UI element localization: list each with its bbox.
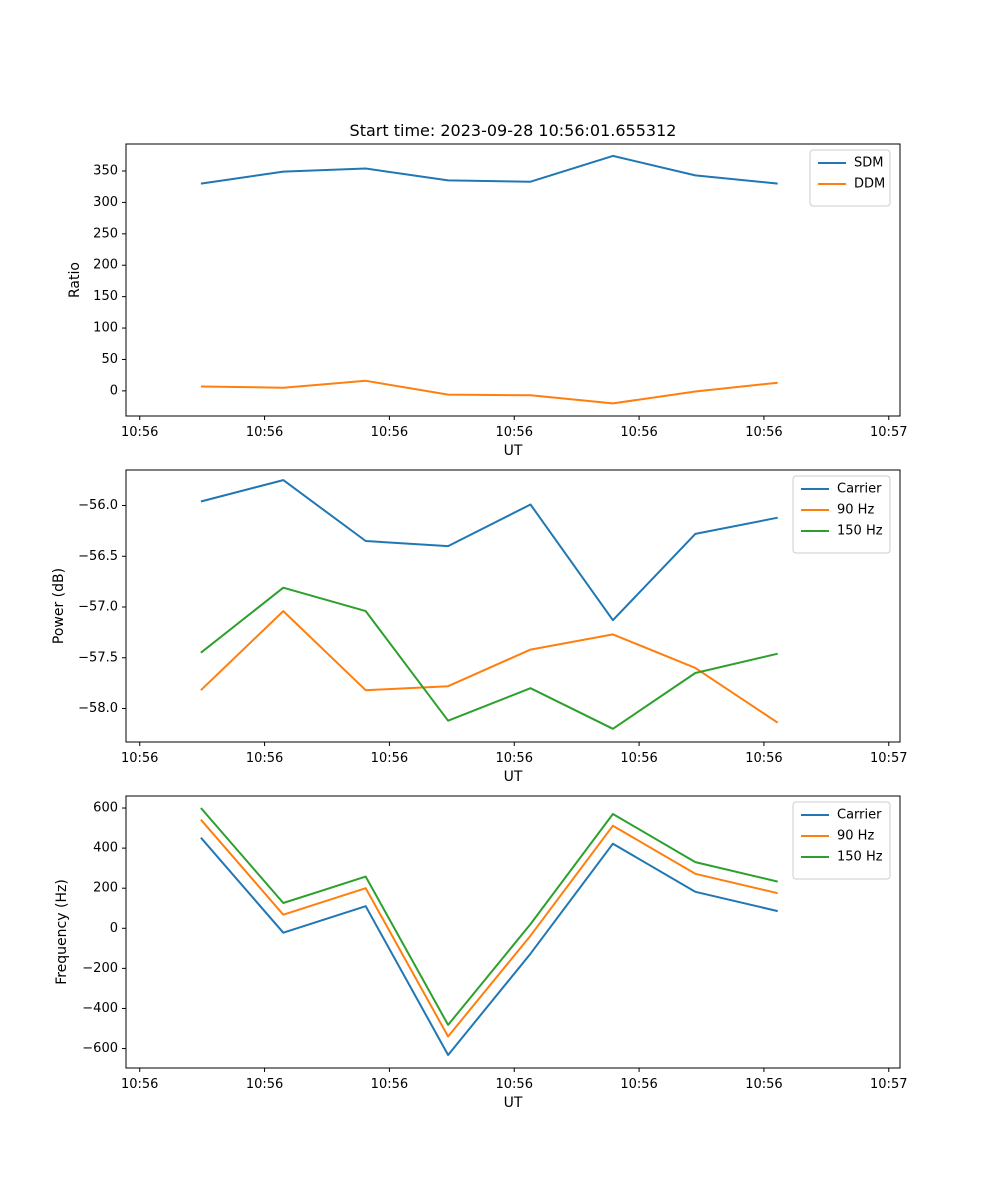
legend-label: 90 Hz [837, 829, 874, 844]
x-tick-label: 10:56 [246, 751, 283, 766]
y-tick-label: 0 [110, 921, 118, 936]
panel-1: 0 50 100 150 200 250 300 350 10:56 10:56 10:56 10:5… [67, 143, 907, 459]
legend-label: Carrier [837, 808, 882, 823]
series-line-carrier [200, 479, 778, 622]
legend-label: SDM [854, 156, 883, 171]
y-tick-label: −200 [82, 961, 118, 976]
x-axis-label: UT [504, 1095, 523, 1111]
x-tick-label: 10:56 [745, 751, 782, 766]
x-tick-label: 10:56 [620, 1077, 657, 1092]
y-tick-label: 100 [93, 321, 118, 336]
y-tick-label: 200 [93, 258, 118, 273]
y-tick-label: 150 [93, 289, 118, 304]
y-tick-label: −56.0 [78, 498, 118, 513]
series-line-ddm [200, 379, 778, 405]
y-tick-label: 50 [101, 352, 118, 367]
x-tick-label: 10:56 [371, 1077, 408, 1092]
y-tick-label: −57.5 [78, 650, 118, 665]
y-tick-label: 400 [93, 841, 118, 856]
legend-label: DDM [854, 177, 885, 192]
y-tick-label: 250 [93, 226, 118, 241]
x-tick-label: 10:56 [246, 1077, 283, 1092]
x-tick-label: 10:56 [371, 751, 408, 766]
x-tick-label: 10:56 [121, 1077, 158, 1092]
y-tick-label: −57.0 [78, 600, 118, 615]
x-tick-label: 10:56 [121, 425, 158, 440]
y-tick-label: −600 [82, 1041, 118, 1056]
series-line-sdm [200, 154, 778, 185]
legend: Carrier 90 Hz 150 Hz [792, 801, 891, 880]
y-tick-label: 200 [93, 881, 118, 896]
y-tick-label: −56.5 [78, 549, 118, 564]
y-axis-label: Ratio [67, 262, 83, 298]
x-tick-label: 10:56 [121, 751, 158, 766]
y-axis-label: Power (dB) [51, 568, 67, 644]
y-axis-label: Frequency (Hz) [54, 879, 70, 985]
legend-label: Carrier [837, 482, 882, 497]
panels: 0 50 100 150 200 250 300 350 10:56 10:56 10:56 10:5… [51, 143, 907, 1111]
x-tick-label: 10:56 [496, 1077, 533, 1092]
legend-box [792, 801, 891, 880]
x-axis-label: UT [504, 769, 523, 785]
series-line-carrier [200, 837, 778, 1056]
x-tick-label: 10:56 [620, 751, 657, 766]
x-tick-label: 10:56 [620, 425, 657, 440]
figure-title: Start time: 2023-09-28 10:56:01.655312 [350, 121, 677, 140]
legend-label: 150 Hz [837, 524, 883, 539]
axes-frame [125, 795, 901, 1069]
axes-frame [125, 143, 901, 417]
series-line-90-hz [200, 610, 779, 724]
x-tick-label: 10:56 [745, 425, 782, 440]
y-tick-label: −400 [82, 1001, 118, 1016]
legend-label: 150 Hz [837, 850, 883, 865]
series-line-150-hz [200, 586, 778, 730]
x-tick-label: 10:56 [371, 425, 408, 440]
x-tick-label: 10:56 [745, 1077, 782, 1092]
legend: SDM DDM [809, 149, 891, 207]
y-tick-label: 0 [110, 383, 118, 398]
x-tick-label: 10:56 [496, 751, 533, 766]
series-line-150-hz [200, 807, 778, 1026]
x-tick-label: 10:56 [246, 425, 283, 440]
x-tick-label: 10:57 [870, 1077, 907, 1092]
y-tick-label: 350 [93, 164, 118, 179]
x-tick-label: 10:56 [496, 425, 533, 440]
axes-frame [125, 469, 901, 743]
y-tick-label: 600 [93, 801, 118, 816]
y-tick-label: −58.0 [78, 701, 118, 716]
panel-2: −58.0 −57.5 −57.0 −56.5 −56.0 10:56 10:56 10:56… [51, 469, 907, 785]
x-tick-label: 10:57 [870, 751, 907, 766]
legend-label: 90 Hz [837, 503, 874, 518]
legend-box [792, 475, 891, 554]
panel-3: −600 −400 −200 0 200 400 600 10:56 10:56 10:56 10:… [54, 795, 907, 1111]
x-tick-label: 10:57 [870, 425, 907, 440]
x-axis-label: UT [504, 443, 523, 459]
series-line-90-hz [200, 819, 778, 1038]
y-tick-label: 300 [93, 195, 118, 210]
legend: Carrier 90 Hz 150 Hz [792, 475, 891, 554]
